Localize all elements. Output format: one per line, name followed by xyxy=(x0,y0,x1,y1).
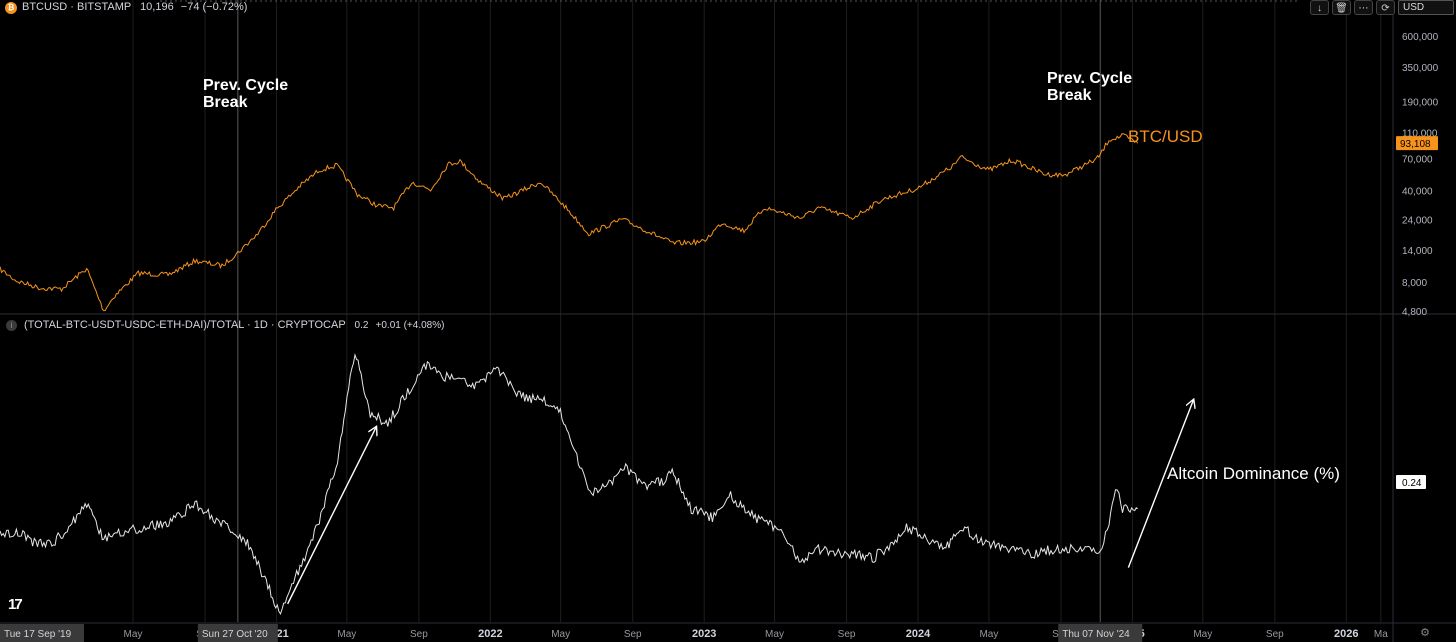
btc-series xyxy=(0,133,1139,312)
tradingview-logo-icon: 17 xyxy=(8,596,23,613)
bitcoin-icon: ₿ xyxy=(5,2,17,14)
time-tick-label: Ma xyxy=(1374,629,1388,640)
trash-icon[interactable]: 🗑 xyxy=(1332,0,1351,15)
cursor-date-label: Tue 17 Sep '19 xyxy=(4,629,72,640)
price-tick-label: 14,000 xyxy=(1402,246,1433,257)
indicator-title: (TOTAL-BTC-USDT-USDC-ETH-DAI)/TOTAL · 1D… xyxy=(24,319,346,331)
time-tick-label: May xyxy=(551,629,570,640)
time-tick-label: 2024 xyxy=(906,628,931,640)
time-tick-label: Sep xyxy=(838,629,856,640)
trend-arrow-right xyxy=(1127,400,1193,568)
lower-legend[interactable]: (TOTAL-BTC-USDT-USDC-ETH-DAI)/TOTAL · 1D… xyxy=(24,319,444,331)
price-tick-label: 350,000 xyxy=(1402,63,1439,74)
cycle-break-label: Prev. Cycle xyxy=(203,77,288,94)
time-tick-label: 2026 xyxy=(1334,628,1358,640)
price-axis: 4,800 8,000 14,000 24,000 40,000 70,000 110,00… xyxy=(1396,3,1447,318)
price-tick-label: 110,000 xyxy=(1402,129,1438,140)
time-axis: MaySep2021MaySep2022MaySep2023MaySep2024… xyxy=(0,624,1388,642)
price-tick-label: 4,800 xyxy=(1402,307,1427,318)
alt-last-value: 0.24 xyxy=(1402,478,1422,489)
dominance-axis: 0.24 xyxy=(1396,475,1426,489)
pane-toolbar: ↓ 🗑 ⋯ ⟳ USD xyxy=(1310,0,1454,16)
time-tick-label: Sep xyxy=(410,629,428,640)
cycle-break-label: Break xyxy=(1047,87,1092,104)
currency-select[interactable]: USD xyxy=(1398,0,1454,15)
price-tick-label: 600,000 xyxy=(1402,32,1439,43)
time-tick-label: May xyxy=(124,629,143,640)
btc-series-label: BTC/USD xyxy=(1128,127,1203,146)
price-tick-label: 8,000 xyxy=(1402,278,1427,289)
cursor-date-box xyxy=(1058,624,1143,642)
cursor-date-box xyxy=(197,624,278,642)
upper-legend[interactable]: BTCUSD · BITSTAMP 10,196 −74 (−0.72%) xyxy=(22,1,247,13)
cursor-date-box xyxy=(0,624,84,642)
trend-arrows xyxy=(287,400,1194,605)
btc-usd-line xyxy=(0,133,1139,312)
altcoin-series xyxy=(0,352,1138,616)
arrow-down-icon[interactable]: ↓ xyxy=(1310,0,1329,15)
cursor-date-label: Sun 27 Oct '20 xyxy=(202,629,268,640)
price-tick-label: 70,000 xyxy=(1402,154,1433,165)
price-tick-label: 190,000 xyxy=(1402,98,1439,109)
trend-arrow-left xyxy=(287,427,376,605)
btc-last-value: 93,108 xyxy=(1400,139,1431,150)
altcoin-series-label: Altcoin Dominance (%) xyxy=(1167,464,1340,483)
time-tick-label: Sep xyxy=(1266,629,1284,640)
last-value: 10,196 xyxy=(140,1,174,13)
price-tick-label: 40,000 xyxy=(1402,186,1433,197)
more-icon[interactable]: ⋯ xyxy=(1354,0,1373,15)
time-tick-label: May xyxy=(1193,629,1212,640)
time-tick-label: 2022 xyxy=(478,628,502,640)
info-icon[interactable]: i xyxy=(6,320,17,331)
cycle-break-label: Prev. Cycle xyxy=(1047,70,1132,87)
cycle-break-lines xyxy=(237,0,1101,622)
refresh-icon[interactable]: ⟳ xyxy=(1376,0,1395,15)
symbol-label: BTCUSD · BITSTAMP xyxy=(22,1,131,13)
time-tick-label: May xyxy=(979,629,998,640)
altcoin-dominance-line xyxy=(0,352,1138,616)
time-tick-label: May xyxy=(765,629,784,640)
time-tick-label: 2023 xyxy=(692,628,716,640)
indicator-value: 0.2 xyxy=(354,320,369,331)
time-tick-label: Sep xyxy=(624,629,642,640)
price-tick-label: 24,000 xyxy=(1402,215,1433,226)
cursor-date-label: Thu 07 Nov '24 xyxy=(1062,629,1130,640)
time-tick-label: May xyxy=(337,629,356,640)
gear-icon[interactable]: ⚙ xyxy=(1420,627,1430,639)
indicator-change: +0.01 (+4.08%) xyxy=(375,320,445,331)
change-value: −74 (−0.72%) xyxy=(180,1,248,13)
alt-last-value-tag xyxy=(1396,475,1426,489)
btc-last-value-tag xyxy=(1396,136,1438,151)
cycle-break-label: Break xyxy=(203,94,248,111)
